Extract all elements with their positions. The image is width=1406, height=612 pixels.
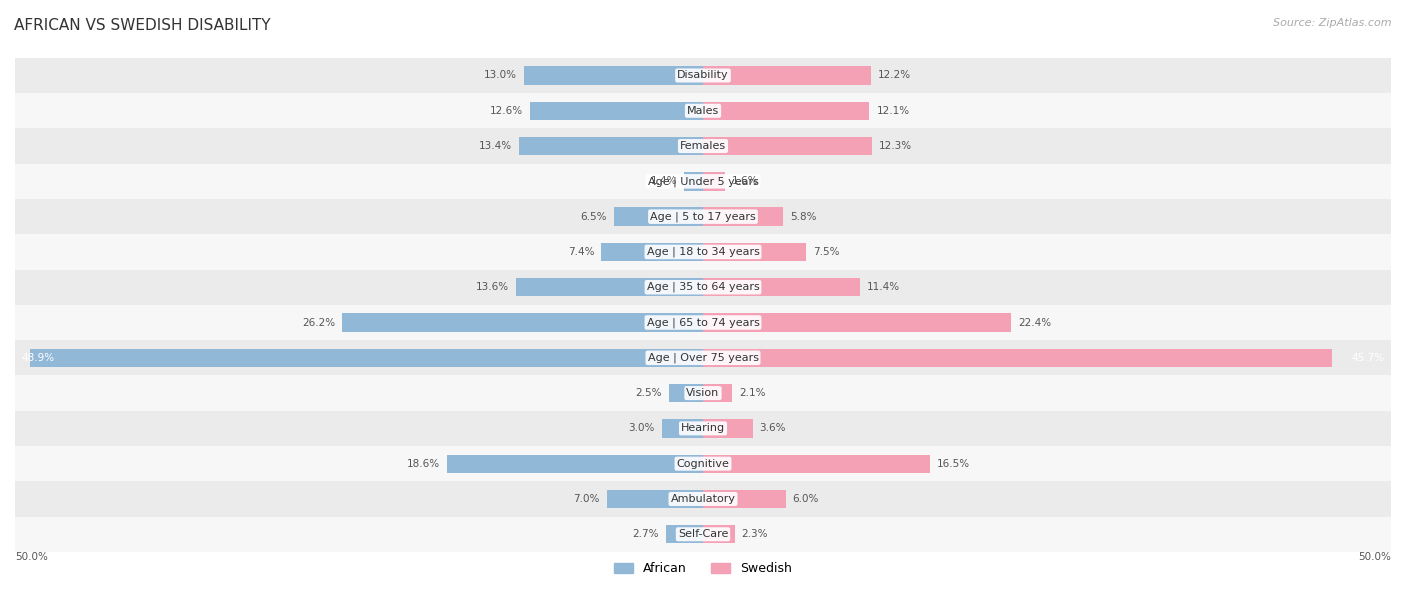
Text: 26.2%: 26.2% [302, 318, 336, 327]
Text: Age | 18 to 34 years: Age | 18 to 34 years [647, 247, 759, 257]
Bar [703, 419, 752, 438]
Bar [530, 102, 703, 120]
Bar [662, 419, 703, 438]
Bar [15, 375, 1391, 411]
Text: Vision: Vision [686, 388, 720, 398]
Text: 12.3%: 12.3% [879, 141, 912, 151]
Text: 12.1%: 12.1% [876, 106, 910, 116]
Bar [516, 278, 703, 296]
Bar [519, 137, 703, 155]
Text: Ambulatory: Ambulatory [671, 494, 735, 504]
Text: 3.6%: 3.6% [759, 424, 786, 433]
Text: 6.0%: 6.0% [793, 494, 818, 504]
Bar [15, 93, 1391, 129]
Bar [669, 384, 703, 402]
Bar [447, 455, 703, 473]
Bar [30, 349, 703, 367]
Bar [15, 481, 1391, 517]
Bar [524, 66, 703, 84]
Bar [683, 172, 703, 190]
Bar [15, 234, 1391, 269]
Text: Disability: Disability [678, 70, 728, 81]
Text: 22.4%: 22.4% [1018, 318, 1052, 327]
Bar [703, 490, 786, 508]
Text: Source: ZipAtlas.com: Source: ZipAtlas.com [1274, 18, 1392, 28]
Text: Age | 5 to 17 years: Age | 5 to 17 years [650, 211, 756, 222]
Bar [15, 199, 1391, 234]
Text: 18.6%: 18.6% [408, 458, 440, 469]
Text: 6.5%: 6.5% [581, 212, 606, 222]
Text: 1.4%: 1.4% [651, 176, 676, 187]
Bar [343, 313, 703, 332]
Bar [15, 411, 1391, 446]
Text: 16.5%: 16.5% [936, 458, 970, 469]
Text: 7.0%: 7.0% [574, 494, 600, 504]
Text: Cognitive: Cognitive [676, 458, 730, 469]
Bar [15, 129, 1391, 164]
Bar [703, 278, 860, 296]
Bar [703, 384, 733, 402]
Bar [15, 517, 1391, 552]
Text: 50.0%: 50.0% [1358, 552, 1391, 562]
Bar [703, 207, 783, 226]
Text: 50.0%: 50.0% [15, 552, 48, 562]
Bar [602, 243, 703, 261]
Bar [15, 340, 1391, 375]
Bar [15, 58, 1391, 93]
Bar [703, 349, 1331, 367]
Text: Hearing: Hearing [681, 424, 725, 433]
Text: 2.7%: 2.7% [633, 529, 659, 539]
Text: 2.3%: 2.3% [741, 529, 768, 539]
Text: 13.6%: 13.6% [475, 282, 509, 292]
Text: 5.8%: 5.8% [790, 212, 817, 222]
Bar [703, 137, 872, 155]
Text: Age | Over 75 years: Age | Over 75 years [648, 353, 758, 363]
Bar [15, 164, 1391, 199]
Bar [606, 490, 703, 508]
Text: 12.6%: 12.6% [489, 106, 523, 116]
Text: 3.0%: 3.0% [628, 424, 655, 433]
Bar [703, 102, 869, 120]
Text: 45.7%: 45.7% [1351, 353, 1384, 363]
Text: 48.9%: 48.9% [22, 353, 55, 363]
Text: Age | 35 to 64 years: Age | 35 to 64 years [647, 282, 759, 293]
Bar [703, 66, 870, 84]
Text: Age | 65 to 74 years: Age | 65 to 74 years [647, 317, 759, 328]
Bar [703, 313, 1011, 332]
Bar [703, 172, 725, 190]
Text: 2.1%: 2.1% [738, 388, 765, 398]
Text: Males: Males [688, 106, 718, 116]
Text: 11.4%: 11.4% [866, 282, 900, 292]
Text: 1.6%: 1.6% [733, 176, 758, 187]
Bar [703, 455, 929, 473]
Text: 7.4%: 7.4% [568, 247, 595, 257]
Text: 2.5%: 2.5% [636, 388, 662, 398]
Bar [15, 269, 1391, 305]
Text: 13.4%: 13.4% [478, 141, 512, 151]
Text: 7.5%: 7.5% [813, 247, 839, 257]
Text: 13.0%: 13.0% [484, 70, 517, 81]
Bar [15, 446, 1391, 481]
Text: Self-Care: Self-Care [678, 529, 728, 539]
Bar [703, 243, 806, 261]
Legend: African, Swedish: African, Swedish [609, 558, 797, 580]
Text: AFRICAN VS SWEDISH DISABILITY: AFRICAN VS SWEDISH DISABILITY [14, 18, 271, 34]
Text: 12.2%: 12.2% [877, 70, 911, 81]
Bar [666, 525, 703, 543]
Text: Age | Under 5 years: Age | Under 5 years [648, 176, 758, 187]
Text: Females: Females [681, 141, 725, 151]
Bar [703, 525, 735, 543]
Bar [613, 207, 703, 226]
Bar [15, 305, 1391, 340]
